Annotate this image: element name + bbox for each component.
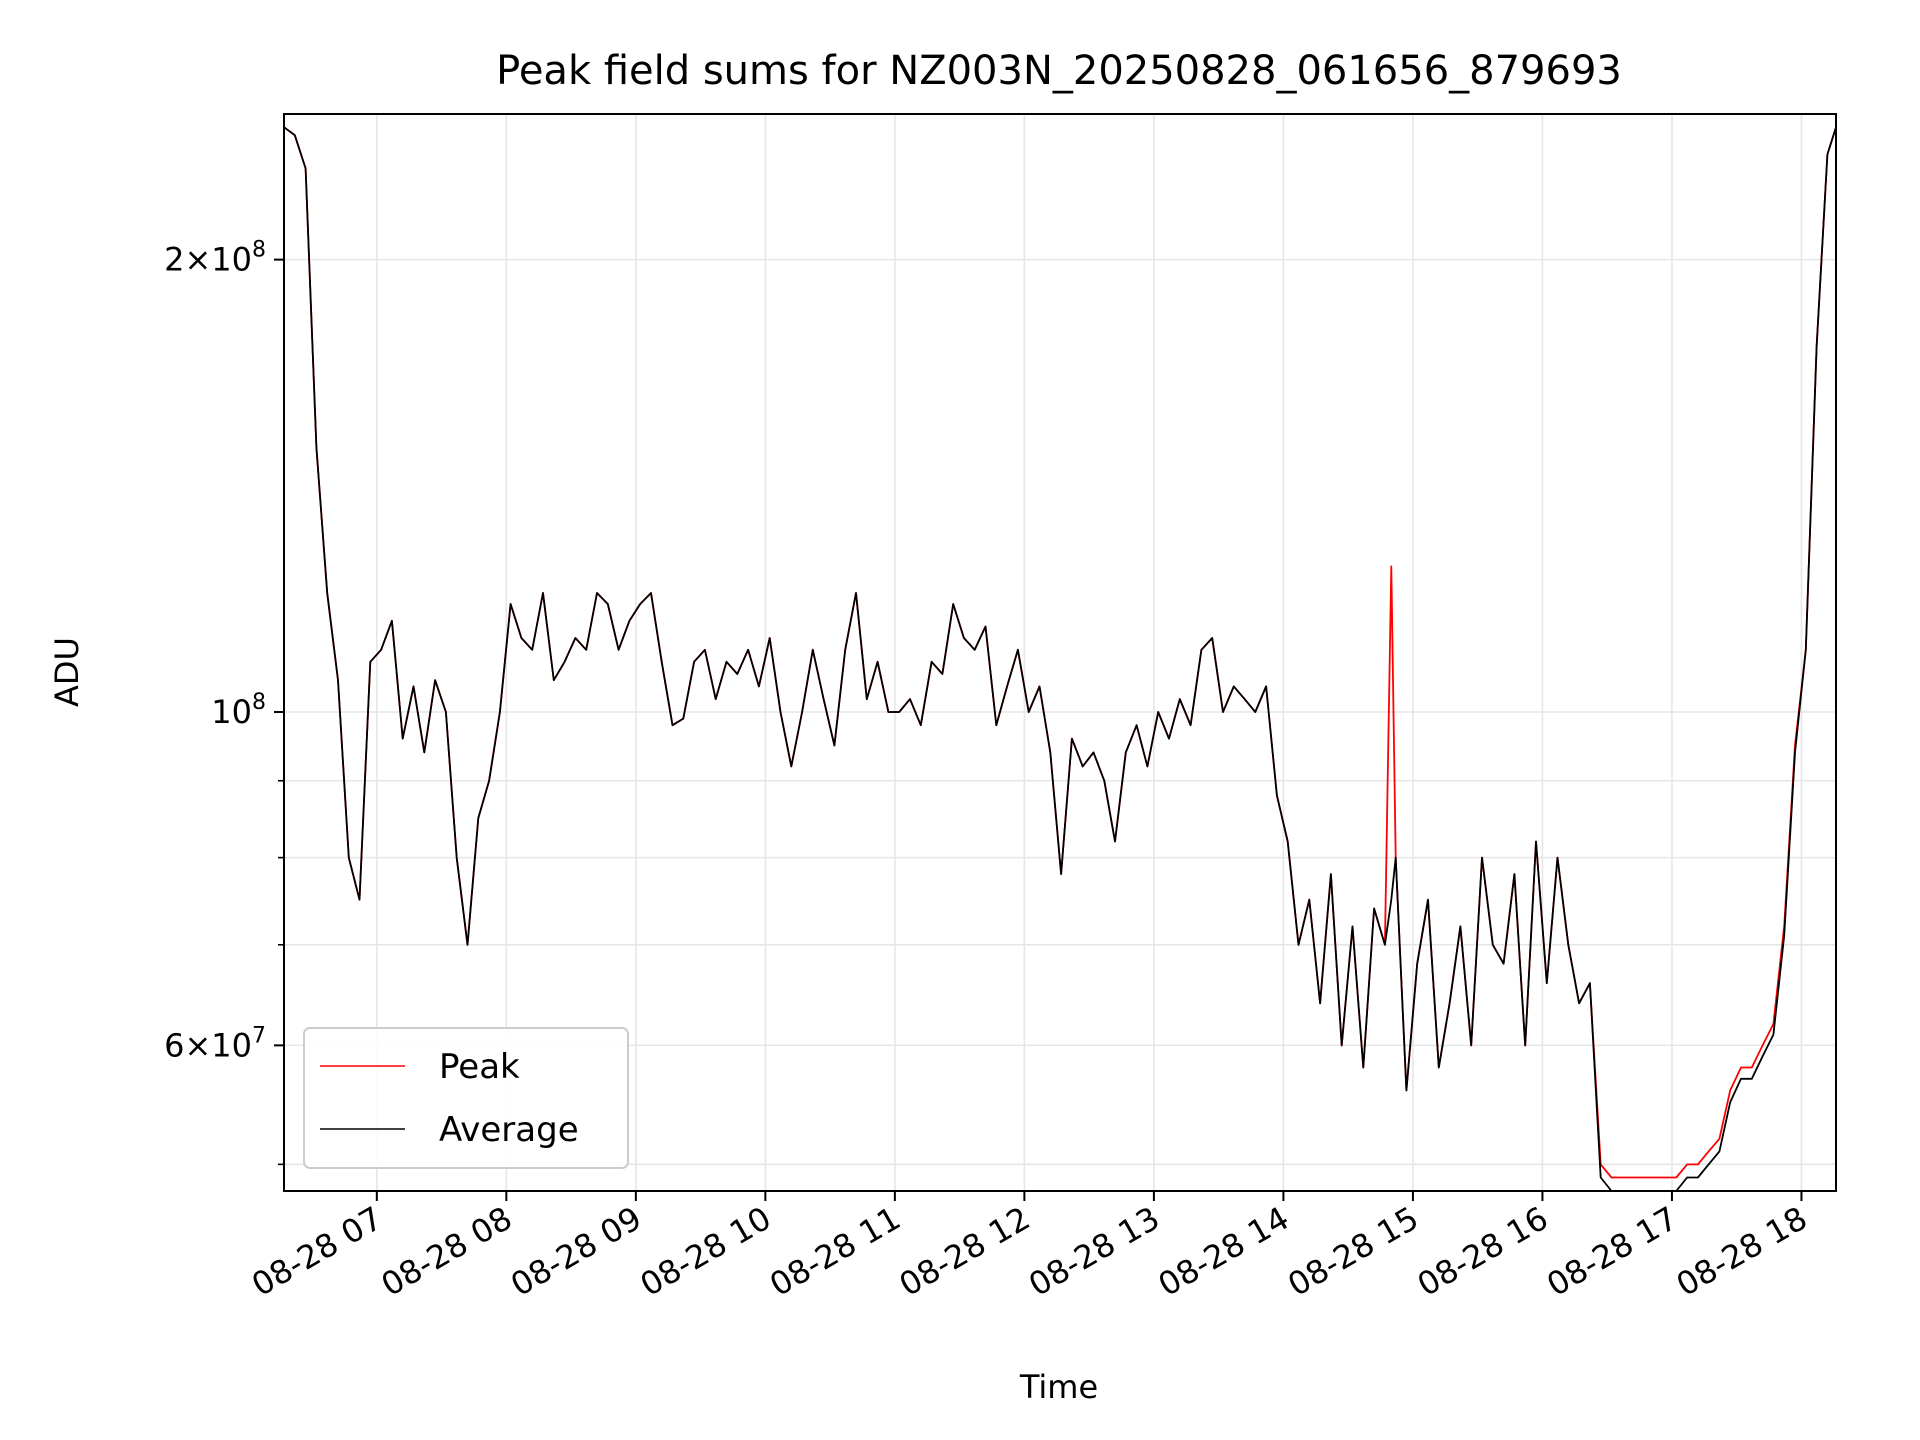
y-axis-ticks: 6×107 108 2×108 <box>164 238 284 1166</box>
y-tick-label: 108 <box>211 690 266 731</box>
legend-box <box>303 1027 629 1169</box>
series-line-average <box>283 126 1837 1192</box>
chart-title: Peak field sums for NZ003N_20250828_0616… <box>496 48 1622 94</box>
legend-peak-label: Peak <box>439 1047 520 1087</box>
y-tick-label: 2×108 <box>164 238 266 279</box>
legend-average-label: Average <box>439 1110 579 1150</box>
y-axis-label: ADU <box>48 637 86 707</box>
y-tick-label: 6×107 <box>164 1023 266 1064</box>
axes-frame <box>283 113 1837 1192</box>
grid-lines <box>284 114 1836 1191</box>
legend: Peak Average <box>303 1027 629 1169</box>
x-axis-label: Time <box>1019 1368 1098 1406</box>
